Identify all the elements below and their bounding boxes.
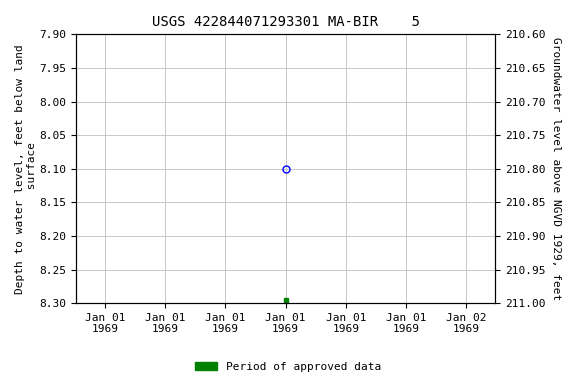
Y-axis label: Depth to water level, feet below land
 surface: Depth to water level, feet below land su… <box>15 44 37 294</box>
Title: USGS 422844071293301 MA-BIR    5: USGS 422844071293301 MA-BIR 5 <box>151 15 420 29</box>
Legend: Period of approved data: Period of approved data <box>191 358 385 377</box>
Y-axis label: Groundwater level above NGVD 1929, feet: Groundwater level above NGVD 1929, feet <box>551 37 561 300</box>
